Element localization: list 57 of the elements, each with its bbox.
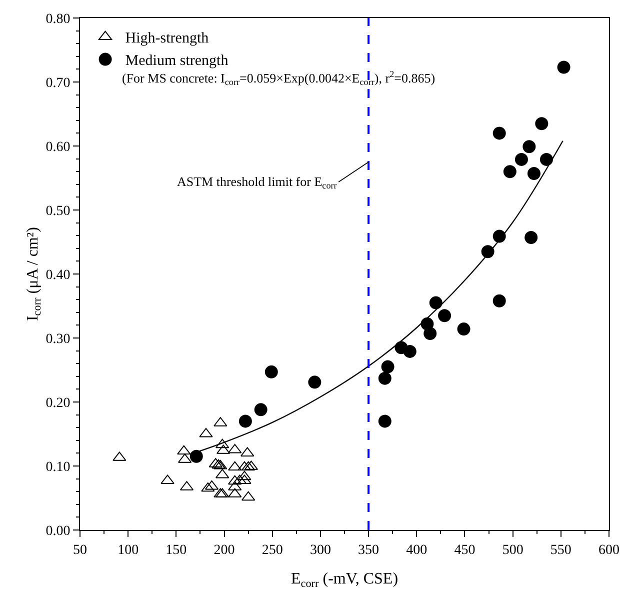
x-tick-label: 150 (166, 542, 187, 558)
x-tick-label: 50 (73, 542, 87, 558)
point (535, 117, 548, 130)
point (492, 126, 506, 140)
x-tick-label: 250 (262, 542, 283, 558)
point (228, 475, 242, 485)
x-tick-label: 500 (502, 542, 524, 558)
y-tick-label: 0.00 (46, 524, 70, 539)
point (403, 344, 416, 358)
point (503, 165, 516, 178)
x-axis-title: E$_{corr}$ (-mV, CSE) (290, 570, 398, 590)
point (429, 296, 442, 310)
y-tick-label: 0.50 (46, 204, 70, 219)
y-tick-label: 0.70 (46, 76, 70, 91)
point (514, 152, 528, 166)
x-tick-label: 200 (214, 542, 235, 558)
point (492, 294, 506, 308)
point (238, 470, 252, 480)
x-tick-label: 100 (118, 542, 139, 558)
x-tick-label: 400 (406, 542, 428, 558)
legend-label: Medium strength (125, 53, 229, 70)
x-tick-label: 350 (358, 542, 380, 558)
y-tick-label: 0.40 (46, 268, 70, 283)
point (378, 414, 392, 428)
y-tick-label: 0.10 (46, 460, 70, 475)
point (524, 231, 538, 244)
point (381, 360, 394, 374)
x-tick-label: 300 (310, 542, 331, 558)
y-tick-label: 0.80 (46, 12, 70, 27)
point (238, 414, 252, 428)
point (228, 461, 242, 471)
point (216, 468, 230, 478)
point (254, 403, 268, 416)
point (308, 376, 322, 389)
point (216, 438, 230, 448)
y-tick-label: 0.30 (46, 332, 70, 347)
point (238, 461, 252, 471)
point (527, 167, 540, 180)
point (522, 140, 536, 154)
point (201, 482, 215, 492)
point (378, 372, 392, 385)
point (177, 445, 191, 455)
point (264, 365, 278, 378)
x-tick-label: 550 (550, 542, 572, 558)
legend-label: High-strength (125, 30, 210, 47)
x-tick-label: 600 (598, 542, 620, 558)
point (540, 152, 553, 166)
annotation: (For MS concrete: I$_{corr}$=0.059×Exp(0.0042×E$_{corr}$), r$^{2}$=0.865) (122, 69, 436, 88)
point (438, 309, 452, 322)
point (457, 322, 470, 336)
point (190, 450, 203, 463)
point (557, 60, 570, 74)
x-tick-label: 450 (454, 542, 476, 558)
annotation: ASTM threshold limit for E$_{corr}$ (177, 174, 337, 191)
y-tick-label: 0.20 (46, 396, 70, 411)
point (424, 327, 437, 340)
y-tick-label: 0.60 (46, 140, 70, 155)
